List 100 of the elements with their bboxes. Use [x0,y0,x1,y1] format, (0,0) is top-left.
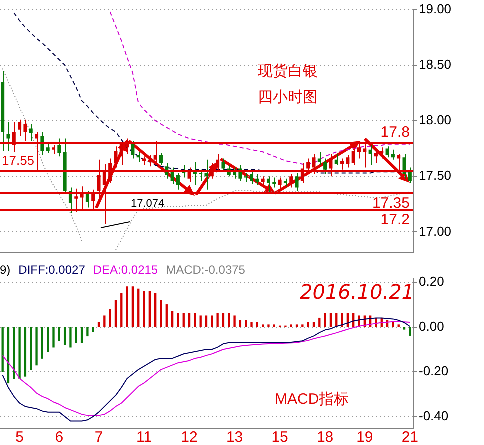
annotation: 现货白银 [258,62,318,81]
bar [392,322,394,328]
bar [132,286,134,328]
candlestick [334,154,338,166]
bar [216,313,219,328]
candlestick [204,159,208,190]
candlestick [29,124,33,142]
candlestick [250,170,254,185]
bar [98,322,100,328]
bar [341,313,344,328]
candlestick [278,177,282,190]
bar [52,327,55,348]
bar [194,313,196,328]
x-tick-label: 21 [402,429,419,445]
bar [2,327,4,372]
bar [75,327,78,344]
candlestick [18,119,22,138]
x-tick-label: 5 [16,429,24,445]
candlestick [272,177,276,188]
bar [160,300,162,328]
bar [307,322,310,328]
bar [70,327,72,348]
bar [47,327,50,352]
bar [273,324,276,328]
x-tick-label: 7 [94,429,104,445]
y-tick-label: -0.40 [419,408,449,424]
candlestick [386,146,390,158]
ref-line-label: 17.35 [372,194,410,212]
candlestick [86,190,90,208]
bar [182,313,185,328]
bar [398,324,400,328]
bar [330,313,332,328]
candlestick [148,154,152,168]
bar [148,291,152,328]
bar [188,313,191,328]
bar [154,293,157,328]
bar [256,322,258,328]
bar [143,291,146,328]
bar [166,304,168,328]
ref-line-label: 17.2 [380,212,410,229]
bar [324,313,326,328]
bar [171,311,174,328]
text: 9) [0,263,11,277]
bar [36,327,38,366]
bar [64,327,66,346]
y-tick-label: 19.00 [419,1,452,16]
bar [58,327,60,342]
candlestick [346,154,350,168]
bar [290,324,292,328]
annotation: 2016.10.21 [300,280,415,304]
bar [7,327,10,384]
text: MACD:-0.0375 [166,263,246,277]
bar [296,324,298,328]
x-tick-label: 12 [181,429,198,445]
y-tick-label: 18.50 [419,56,452,72]
bar [205,316,208,328]
annotation: 17.074 [131,198,165,210]
bar [302,324,304,328]
y-tick-label: 17.00 [419,224,452,239]
text: DIFF:0.0027 [18,263,86,277]
x-tick-label: 11 [136,429,152,445]
candlestick [266,176,270,194]
bar [24,327,27,377]
candlestick [295,172,299,192]
y-tick-label: -0.20 [419,364,449,379]
annotation: MACD指标 [275,390,350,409]
x-tick-label: 19 [356,429,374,445]
text: DEA:0.0215 [93,263,158,277]
candlestick [131,140,135,160]
y-tick-label: 0.20 [419,274,444,290]
candlestick [368,144,372,166]
candlestick [176,172,180,190]
bar [228,313,230,328]
candlestick [136,152,140,163]
bar [177,313,180,328]
ref-line-label: 17.8 [380,124,410,141]
bar [41,327,44,359]
y-tick-label: 18.00 [419,112,452,128]
candlestick [193,162,197,186]
bar [138,288,140,328]
x-tick-label: 6 [55,429,64,445]
candlestick [408,167,412,184]
candlestick [46,142,50,154]
bar [92,327,94,332]
annotation: 四小时图 [258,88,318,107]
bar [109,309,112,328]
bar [403,327,406,330]
bar [114,300,118,328]
bar [211,316,214,328]
bar [268,324,270,328]
x-tick-label: 18 [316,429,334,445]
bar [245,320,248,328]
bar [18,327,21,380]
bar [80,327,84,344]
bar [318,318,321,328]
y-tick-label: 0.00 [419,318,444,334]
candlestick [380,147,384,160]
candlestick [58,138,62,158]
candlestick [374,149,378,164]
candlestick [159,152,163,166]
